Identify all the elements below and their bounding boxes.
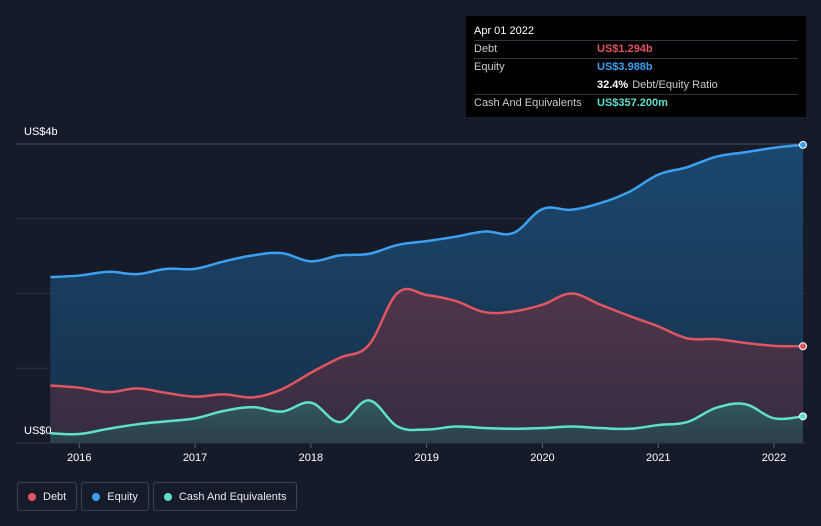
legend-item-cash[interactable]: Cash And Equivalents <box>152 482 298 511</box>
legend-label: Cash And Equivalents <box>178 490 287 503</box>
tooltip-row-debt: Debt US$1.294b <box>474 40 798 58</box>
legend-dot-icon <box>163 492 172 501</box>
tooltip-value: US$357.200m <box>597 97 668 109</box>
tooltip-label: Debt <box>474 43 498 55</box>
legend-label: Equity <box>107 490 138 503</box>
series-lines <box>50 143 804 436</box>
x-tick-label: 2021 <box>646 452 670 464</box>
cash-and-equivalents-line <box>50 399 804 436</box>
tooltip-row-equity: Equity US$3.988b <box>474 58 798 76</box>
tooltip-label: Cash And Equivalents <box>474 97 582 109</box>
x-tick-label: 2016 <box>67 452 91 464</box>
tooltip-label <box>474 77 597 94</box>
x-tick-label: 2020 <box>530 452 554 464</box>
x-tick-label: 2022 <box>762 452 786 464</box>
y-tick-label: US$4b <box>24 126 58 138</box>
tooltip-row-cash: Cash And Equivalents US$357.200m <box>474 94 798 112</box>
y-tick-label: US$0 <box>24 425 52 437</box>
legend-label: Debt <box>43 490 67 503</box>
x-tick-label: 2019 <box>414 452 438 464</box>
debt-end-marker <box>799 342 807 351</box>
x-tick-label: 2017 <box>183 452 207 464</box>
legend-item-debt[interactable]: Debt <box>17 482 78 511</box>
legend-dot-icon <box>28 492 36 501</box>
legend-dot-icon <box>92 492 101 501</box>
tooltip-value: 32.4% <box>597 79 629 91</box>
series-endpoints <box>799 140 807 421</box>
tooltip-value: US$1.294b <box>597 43 653 55</box>
equity-line <box>50 143 804 279</box>
tooltip-ratio-label: Debt/Equity Ratio <box>632 79 718 91</box>
tooltip-value: US$3.988b <box>597 61 653 73</box>
tooltip-panel: Apr 01 2022 Debt US$1.294b Equity US$3.9… <box>466 16 806 117</box>
tooltip-date: Apr 01 2022 <box>474 25 534 37</box>
tooltip-row-ratio: 32.4% Debt/Equity Ratio <box>474 76 798 94</box>
cash-and-equivalents-area <box>50 400 803 443</box>
debt-line <box>50 287 804 399</box>
cash-and-equivalents-end-marker <box>799 412 807 421</box>
legend: Debt Equity Cash And Equivalents <box>17 482 298 511</box>
x-axis-labels: 2016 2017 2018 2019 2020 2021 2022 <box>67 452 786 464</box>
y-axis-labels: US$4b US$0 <box>24 126 58 437</box>
debt-area <box>50 288 803 443</box>
x-tick-label: 2018 <box>299 452 323 464</box>
tooltip-label: Equity <box>474 61 505 73</box>
legend-item-equity[interactable]: Equity <box>81 482 149 511</box>
equity-end-marker <box>799 140 807 149</box>
